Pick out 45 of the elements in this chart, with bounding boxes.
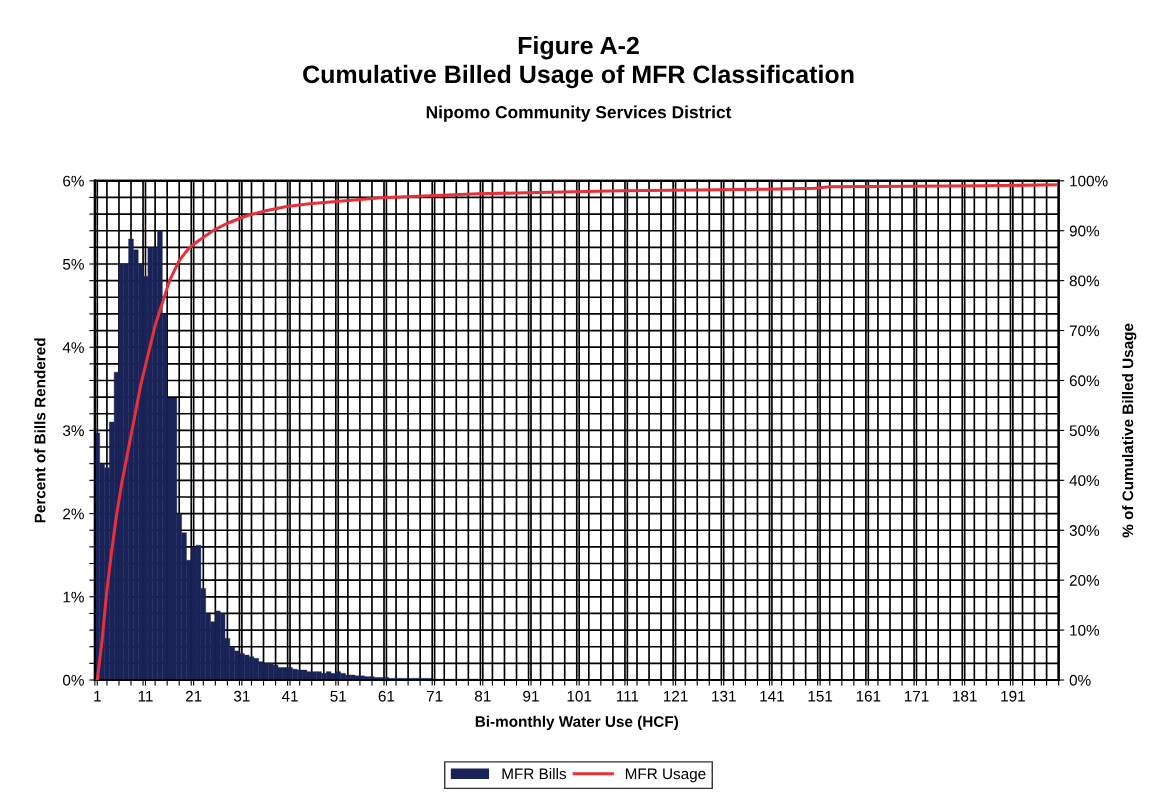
legend-label: MFR Bills: [502, 768, 567, 780]
legend-label: MFR Usage: [625, 768, 706, 783]
x-tick-label: 101: [567, 690, 592, 702]
x-tick-label: 141: [760, 690, 784, 702]
x-tick-label: 51: [330, 690, 346, 702]
y-tick-label: 3%: [62, 425, 84, 437]
y2-tick-label: 80%: [1069, 275, 1100, 287]
x-tick-label: 91: [523, 690, 539, 702]
y-tick-label: 1%: [63, 591, 84, 603]
y-tick-label: 0%: [62, 674, 84, 686]
y-tick-label: 6%: [63, 175, 84, 187]
x-tick-label: 31: [233, 690, 250, 702]
y2-tick-label: 70%: [1069, 325, 1100, 337]
y2-tick-label: 40%: [1069, 475, 1100, 487]
y2-tick-label: 10%: [1070, 624, 1100, 636]
y2-tick-label: 90%: [1069, 225, 1100, 237]
x-tick-label: 61: [378, 690, 395, 702]
chart-title: Figure A-2 Cumulative Billed Usage of MFR Classification: [303, 36, 854, 89]
x-tick-label: 161: [856, 690, 881, 702]
y-tick-label: 2%: [63, 508, 84, 520]
x-tick-label: 111: [616, 690, 639, 702]
y2-tick-label: 0%: [1069, 674, 1091, 686]
x-tick-label: 1: [94, 690, 101, 702]
y-tick-label: 5%: [62, 258, 84, 270]
y2-tick-label: 30%: [1069, 525, 1100, 536]
x-tick-label: 11: [138, 690, 153, 702]
x-tick-label: 191: [1001, 690, 1025, 702]
x-tick-label: 151: [808, 690, 833, 702]
x-tick-label: 181: [953, 690, 977, 702]
x-tick-label: 131: [712, 690, 736, 702]
y2-tick-label: 50%: [1069, 425, 1100, 437]
y2-tick-label: 100%: [1070, 175, 1108, 187]
y-tick-label: 4%: [62, 342, 84, 353]
x-tick-label: 81: [474, 690, 491, 702]
x-axis-title: Bi-monthly Water Use (HCF): [475, 715, 678, 731]
x-tick-label: 21: [185, 690, 202, 702]
chart-subtitle: Nipomo Community Services District: [426, 105, 732, 122]
y2-tick-label: 20%: [1069, 575, 1100, 586]
x-tick-label: 171: [904, 690, 929, 702]
y2-axis-title: % of Cumulative Billed Usage: [1122, 323, 1137, 538]
x-tick-label: 71: [426, 690, 443, 702]
x-tick-label: 121: [663, 690, 688, 702]
y-axis-title: Percent of Bills Rendered: [34, 338, 46, 523]
y2-tick-label: 60%: [1069, 375, 1100, 387]
x-tick-label: 41: [281, 690, 298, 702]
